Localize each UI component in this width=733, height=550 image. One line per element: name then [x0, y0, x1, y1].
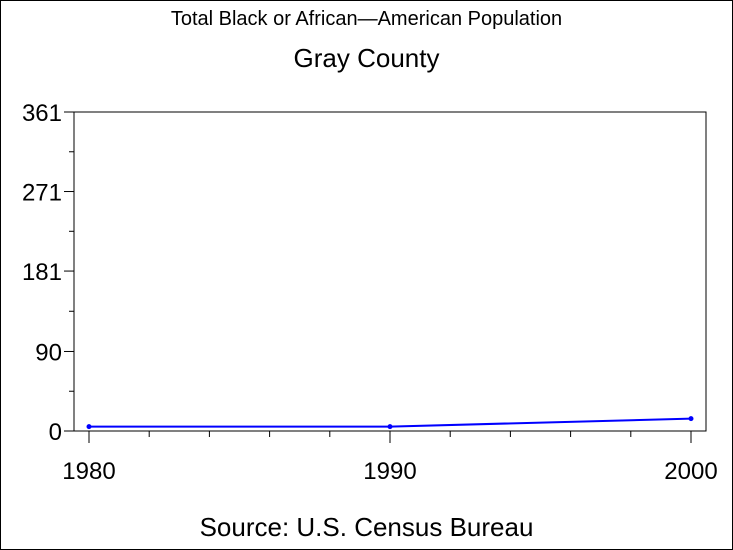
chart-subtitle: Gray County: [293, 43, 440, 73]
chart-source: Source: U.S. Census Bureau: [199, 512, 534, 542]
y-tick-label: 361: [22, 100, 62, 127]
y-tick-label: 271: [22, 180, 62, 207]
data-point: [387, 424, 393, 430]
data-point: [688, 416, 694, 422]
y-tick-label: 181: [22, 259, 62, 286]
x-tick-label: 2000: [664, 458, 717, 485]
chart-title: Total Black or African—American Populati…: [170, 8, 563, 30]
plot-area: [73, 111, 707, 432]
data-point: [86, 424, 92, 430]
x-tick-label: 1990: [363, 458, 416, 485]
y-tick-label: 90: [35, 339, 62, 366]
y-tick-label: 0: [49, 419, 62, 446]
x-tick-label: 1980: [62, 458, 115, 485]
